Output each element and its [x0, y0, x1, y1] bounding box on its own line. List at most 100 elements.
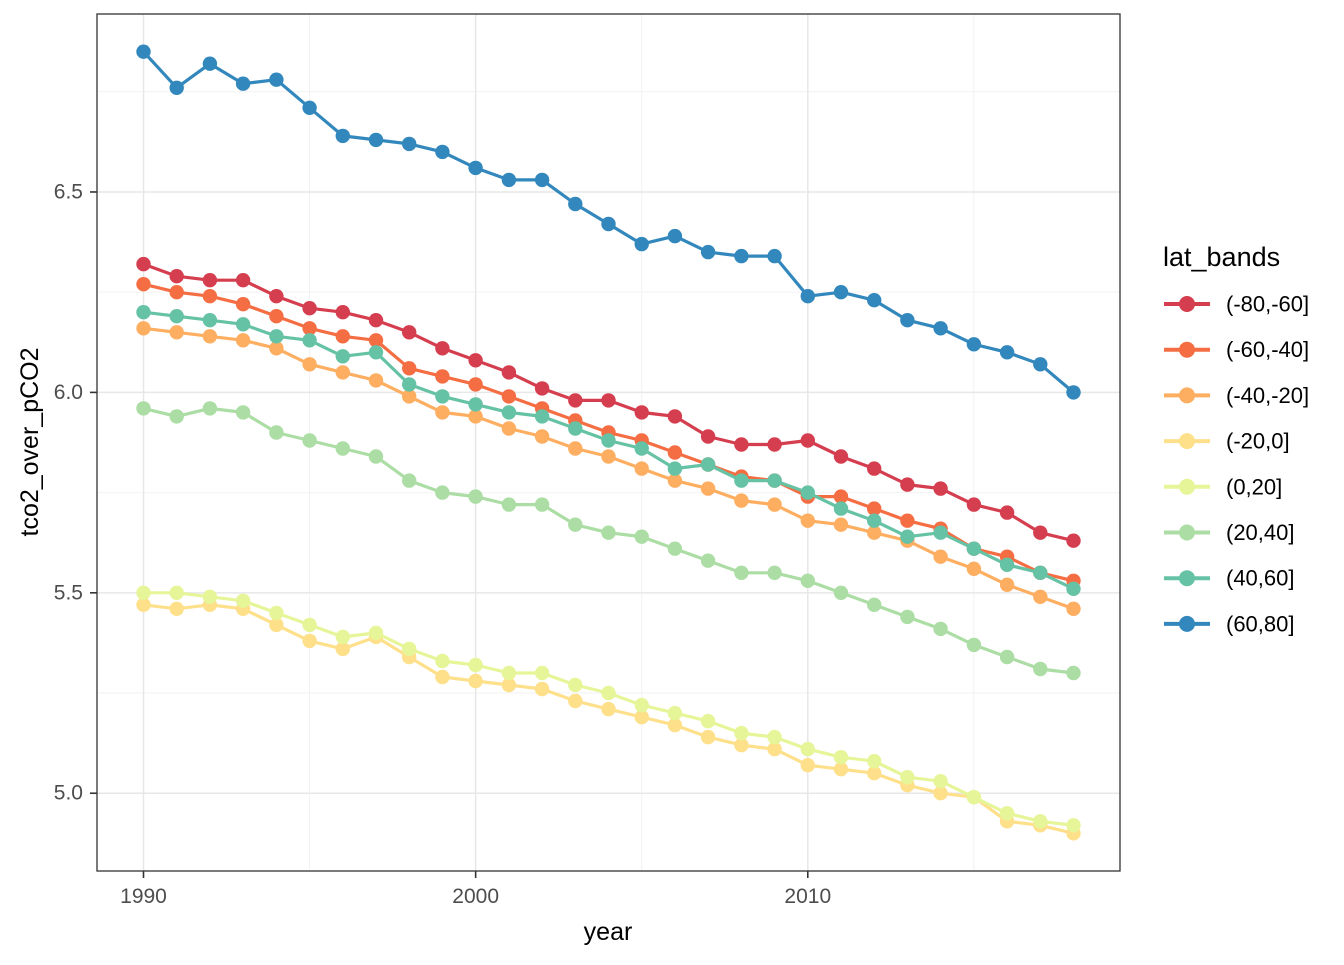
data-point-(-40,-20]	[734, 493, 749, 508]
data-point-(-40,-20]	[235, 333, 251, 348]
data-point-(60,80]	[1066, 385, 1081, 400]
data-point-(-80,-60]	[501, 365, 517, 380]
data-point-(-60,-40]	[667, 445, 683, 460]
data-point-(0,20]	[1033, 814, 1048, 829]
data-point-(40,60]	[235, 317, 251, 332]
data-point-(0,20]	[767, 729, 782, 745]
data-point-(-80,-60]	[601, 393, 616, 408]
data-point-(0,20]	[999, 806, 1015, 821]
legend-entry-label: (-20,0]	[1226, 429, 1290, 454]
data-point-(-40,-20]	[867, 525, 882, 540]
data-point-(20,40]	[867, 597, 882, 612]
data-point-(60,80]	[601, 216, 616, 232]
data-point-(-40,-20]	[966, 561, 982, 576]
data-point-(-40,-20]	[833, 517, 849, 532]
data-point-(-60,-40]	[501, 389, 517, 404]
data-point-(60,80]	[800, 289, 815, 304]
data-point-(20,40]	[900, 609, 915, 625]
legend-key-dot	[1179, 296, 1195, 312]
y-axis-tick-label: 6.5	[54, 180, 83, 203]
data-point-(-80,-60]	[900, 477, 915, 492]
data-point-(40,60]	[169, 309, 184, 324]
data-point-(-60,-40]	[202, 289, 218, 304]
data-point-(-80,-60]	[568, 393, 583, 408]
legend-entry-(40,60]: (40,60]	[1164, 566, 1295, 591]
legend-entry-label: (-80,-60]	[1226, 292, 1309, 317]
data-point-(-40,-20]	[999, 577, 1015, 592]
panel-border	[96, 13, 1121, 872]
legend-entry-label: (-60,-40]	[1226, 337, 1309, 362]
legend-entry-label: (0,20]	[1226, 474, 1282, 499]
data-point-(60,80]	[335, 128, 350, 144]
data-point-(-80,-60]	[169, 269, 184, 284]
data-point-(-40,-20]	[568, 441, 583, 456]
data-point-(20,40]	[700, 553, 716, 568]
legend-entry-(20,40]: (20,40]	[1164, 520, 1295, 545]
data-point-(-80,-60]	[734, 437, 749, 452]
data-point-(-80,-60]	[867, 461, 882, 476]
data-point-(-60,-40]	[900, 513, 915, 528]
data-point-(-80,-60]	[999, 505, 1015, 520]
data-point-(20,40]	[966, 637, 982, 653]
data-point-(20,40]	[402, 473, 417, 488]
data-point-(60,80]	[368, 132, 384, 148]
y-axis-tick-label: 6.0	[54, 381, 83, 404]
data-point-(0,20]	[402, 641, 417, 657]
data-point-(-80,-60]	[468, 353, 483, 368]
data-point-(-40,-20]	[302, 357, 317, 372]
data-point-(0,20]	[601, 685, 616, 701]
data-point-(-60,-40]	[435, 369, 450, 384]
y-axis-title: tco2_over_pCO2	[16, 347, 44, 536]
data-point-(-80,-60]	[402, 325, 417, 340]
data-point-(-80,-60]	[335, 305, 350, 320]
data-point-(40,60]	[966, 541, 982, 556]
data-point-(0,20]	[1066, 818, 1081, 833]
series-group	[136, 44, 1081, 841]
data-point-(-40,-20]	[800, 513, 815, 528]
data-point-(40,60]	[734, 473, 749, 488]
legend-entry-(-40,-20]: (-40,-20]	[1164, 383, 1309, 408]
data-point-(40,60]	[1033, 565, 1048, 580]
data-point-(40,60]	[700, 457, 716, 472]
data-point-(20,40]	[800, 573, 815, 588]
data-point-(20,40]	[667, 541, 683, 556]
data-point-(-80,-60]	[767, 437, 782, 452]
data-point-(-20,0]	[734, 737, 749, 753]
data-point-(-40,-20]	[501, 421, 517, 436]
data-point-(20,40]	[202, 401, 218, 416]
data-point-(-80,-60]	[966, 497, 982, 512]
data-point-(60,80]	[202, 56, 218, 71]
data-point-(-20,0]	[136, 597, 151, 612]
data-point-(40,60]	[833, 501, 849, 516]
data-point-(40,60]	[368, 345, 384, 360]
data-point-(-60,-40]	[335, 329, 350, 344]
data-point-(20,40]	[468, 489, 483, 504]
data-point-(60,80]	[534, 172, 550, 188]
data-point-(40,60]	[933, 525, 948, 540]
data-point-(0,20]	[468, 657, 483, 673]
data-point-(-80,-60]	[534, 381, 550, 396]
legend-entry-(60,80]: (60,80]	[1164, 611, 1295, 636]
x-axis-tick-label: 2000	[452, 885, 499, 908]
data-point-(60,80]	[1033, 357, 1048, 372]
data-point-(-80,-60]	[634, 405, 649, 420]
data-point-(0,20]	[900, 770, 915, 785]
data-point-(40,60]	[900, 529, 915, 544]
data-point-(-60,-40]	[468, 377, 483, 392]
data-point-(-20,0]	[468, 673, 483, 689]
data-point-(-40,-20]	[169, 325, 184, 340]
data-point-(-20,0]	[667, 717, 683, 733]
data-point-(60,80]	[700, 244, 716, 260]
data-point-(20,40]	[335, 441, 350, 456]
data-point-(20,40]	[501, 497, 517, 512]
legend-entry-(0,20]: (0,20]	[1164, 474, 1282, 499]
axes-group: 5.0 5.5 6.0 6.5 1990 2000 2010	[54, 180, 831, 908]
legend-entry-(-80,-60]: (-80,-60]	[1164, 292, 1309, 317]
data-point-(-60,-40]	[235, 297, 251, 312]
data-point-(20,40]	[601, 525, 616, 540]
data-point-(-80,-60]	[933, 481, 948, 496]
data-point-(40,60]	[468, 397, 483, 412]
data-point-(-80,-60]	[800, 433, 815, 448]
data-point-(-60,-40]	[402, 361, 417, 376]
